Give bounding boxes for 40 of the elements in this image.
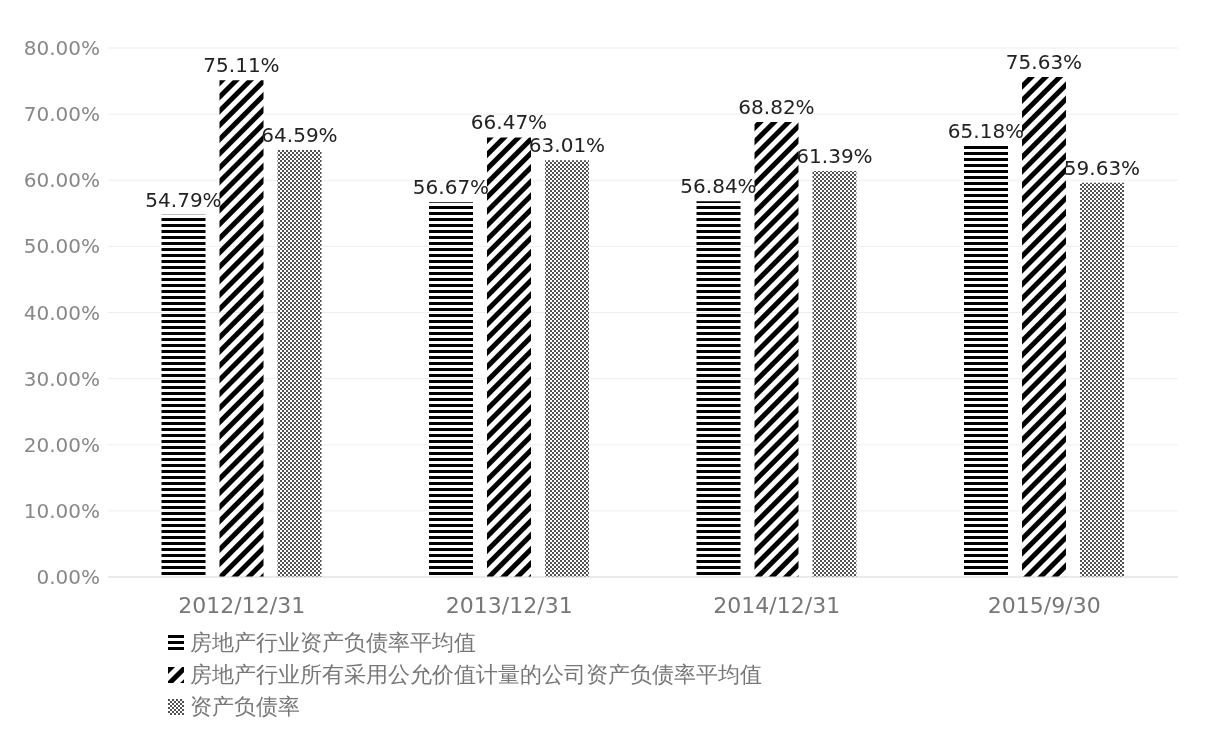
legend-label: 房地产行业资产负债率平均值 (190, 629, 476, 657)
bar (696, 201, 741, 577)
bar (219, 80, 264, 577)
data-label: 75.11% (203, 53, 280, 78)
x-tick-label: 2014/12/31 (713, 592, 841, 618)
bar (1022, 76, 1066, 577)
y-tick-label: 20.00% (23, 432, 100, 457)
data-label: 59.63% (1063, 155, 1141, 180)
y-tick-label: 10.00% (23, 498, 100, 523)
bar (487, 137, 531, 577)
y-tick-label: 40.00% (23, 300, 100, 325)
y-tick-label: 80.00% (23, 36, 100, 61)
bar (812, 171, 857, 577)
data-label: 56.84% (680, 174, 757, 199)
x-tick-label: 2015/9/30 (987, 592, 1101, 618)
data-label: 75.63% (1005, 49, 1083, 74)
data-label: 68.82% (738, 94, 815, 119)
data-label: 61.39% (796, 144, 873, 169)
data-label: 63.01% (528, 133, 606, 158)
data-label: 65.18% (947, 119, 1025, 143)
bar (429, 202, 473, 577)
x-tick-label: 2013/12/31 (445, 592, 573, 618)
y-tick-label: 60.00% (23, 168, 100, 193)
data-label: 54.79% (145, 187, 222, 212)
x-tick-label: 2012/12/31 (178, 592, 306, 618)
y-tick-label: 50.00% (23, 234, 100, 259)
bar (754, 121, 799, 577)
bar (545, 160, 589, 577)
data-label: 64.59% (261, 122, 338, 147)
bar (1080, 182, 1124, 577)
y-tick-label: 70.00% (23, 102, 100, 127)
legend-label: 房地产行业所有采用公允价值计量的公司资产负债率平均值 (190, 661, 762, 689)
bar (161, 214, 206, 577)
data-label: 66.47% (470, 110, 548, 135)
bar (964, 146, 1008, 577)
y-tick-label: 30.00% (23, 366, 100, 391)
bar (277, 149, 322, 577)
data-label: 56.67% (412, 175, 490, 200)
legend-label: 资产负债率 (190, 693, 300, 721)
y-tick-label: 0.00% (36, 565, 100, 590)
